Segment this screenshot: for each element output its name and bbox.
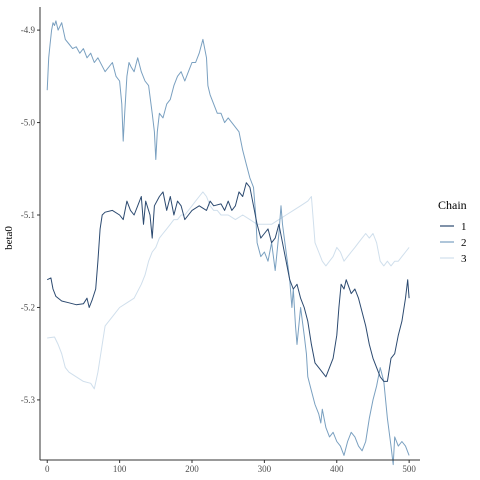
axes-layer: -4.9 -5.0 -5.1 -5.2 -5.3 0 100 200 300 400 500 (21, 7, 420, 474)
x-tick-label: 0 (45, 464, 50, 474)
x-tick-label: 500 (402, 464, 416, 474)
legend-label-chain-3: 3 (461, 253, 467, 265)
x-tick-label: 300 (258, 464, 272, 474)
series-layer (46, 20, 410, 466)
y-axis-title: beta0 (3, 226, 15, 250)
y-tick-label: -5.1 (21, 210, 35, 220)
legend-label-chain-2: 2 (461, 237, 467, 249)
y-tick-label: -5.2 (21, 302, 35, 312)
legend-title: Chain (438, 198, 467, 212)
x-tick-label: 100 (113, 464, 127, 474)
legend: Chain 1 2 3 (438, 198, 467, 265)
x-tick-label: 200 (185, 464, 199, 474)
series-line-chain-2 (46, 20, 410, 466)
y-tick-label: -5.3 (21, 395, 36, 405)
y-tick-label: -4.9 (21, 25, 36, 35)
series-line-chain-1 (46, 182, 410, 382)
series-line-chain-3 (47, 191, 410, 390)
y-tick-label: -5.0 (21, 118, 36, 128)
x-tick-label: 400 (330, 464, 344, 474)
legend-label-chain-1: 1 (461, 221, 467, 233)
